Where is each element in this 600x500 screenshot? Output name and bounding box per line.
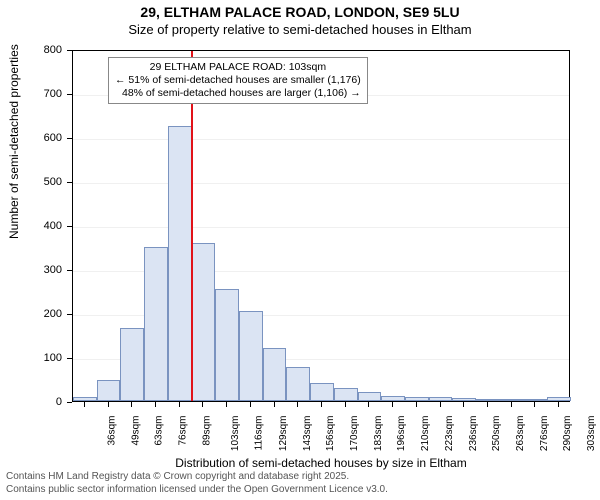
info-box-line-1: 29 ELTHAM PALACE ROAD: 103sqm <box>115 61 361 74</box>
bar <box>524 399 548 401</box>
x-tick-label: 183sqm <box>373 416 384 452</box>
x-tick-label: 76sqm <box>178 416 189 446</box>
bar <box>405 397 429 401</box>
x-tick-label: 303sqm <box>586 416 597 452</box>
bar <box>286 367 310 401</box>
footer-line-1: Contains HM Land Registry data © Crown c… <box>6 471 388 484</box>
x-tick-label: 143sqm <box>302 416 313 452</box>
info-box: 29 ELTHAM PALACE ROAD: 103sqm ← 51% of s… <box>108 57 368 104</box>
bar <box>500 399 524 401</box>
x-tick-label: 156sqm <box>325 416 336 452</box>
x-tick-label: 196sqm <box>397 416 408 452</box>
x-tick-label: 63sqm <box>154 416 165 446</box>
bar <box>192 243 216 401</box>
bar <box>73 397 97 401</box>
bar <box>547 397 571 401</box>
bar <box>334 388 358 401</box>
bar <box>215 289 239 401</box>
x-tick-label: 170sqm <box>349 416 360 452</box>
chart-container: 29, ELTHAM PALACE ROAD, LONDON, SE9 5LU … <box>0 0 600 500</box>
bar <box>97 380 121 401</box>
bar <box>144 247 168 401</box>
x-tick-label: 49sqm <box>130 416 141 446</box>
plot-area: 29 ELTHAM PALACE ROAD: 103sqm ← 51% of s… <box>72 50 570 402</box>
info-box-line-2: ← 51% of semi-detached houses are smalle… <box>115 74 361 87</box>
x-tick-label: 263sqm <box>515 416 526 452</box>
y-tick-label: 300 <box>0 264 62 276</box>
bar <box>429 397 453 401</box>
bar <box>168 126 192 401</box>
x-tick-label: 236sqm <box>468 416 479 452</box>
x-tick-label: 276sqm <box>539 416 550 452</box>
y-tick-label: 100 <box>0 352 62 364</box>
y-tick-label: 0 <box>0 396 62 408</box>
bar <box>263 348 287 401</box>
bar <box>239 311 263 401</box>
info-box-line-3: 48% of semi-detached houses are larger (… <box>115 87 361 100</box>
bar <box>476 399 500 401</box>
x-tick-label: 89sqm <box>201 416 212 446</box>
x-tick-label: 103sqm <box>231 416 242 452</box>
x-tick-label: 223sqm <box>444 416 455 452</box>
bar <box>381 396 405 401</box>
x-tick-label: 250sqm <box>491 416 502 452</box>
bar <box>452 398 476 401</box>
footer-attribution: Contains HM Land Registry data © Crown c… <box>6 471 388 496</box>
bar <box>120 328 144 401</box>
bar <box>310 383 334 401</box>
x-tick-label: 36sqm <box>106 416 117 446</box>
title-line-2: Size of property relative to semi-detach… <box>0 20 600 43</box>
footer-line-2: Contains public sector information licen… <box>6 484 388 497</box>
x-tick-label: 116sqm <box>253 416 264 451</box>
x-tick-label: 129sqm <box>278 416 289 452</box>
y-axis-label: Number of semi-detached properties <box>7 211 21 239</box>
x-axis-label: Distribution of semi-detached houses by … <box>72 456 570 470</box>
title-line-1: 29, ELTHAM PALACE ROAD, LONDON, SE9 5LU <box>0 0 600 20</box>
x-tick-label: 290sqm <box>563 416 574 452</box>
bar <box>358 392 382 401</box>
x-tick-label: 210sqm <box>420 416 431 452</box>
y-tick-label: 200 <box>0 308 62 320</box>
